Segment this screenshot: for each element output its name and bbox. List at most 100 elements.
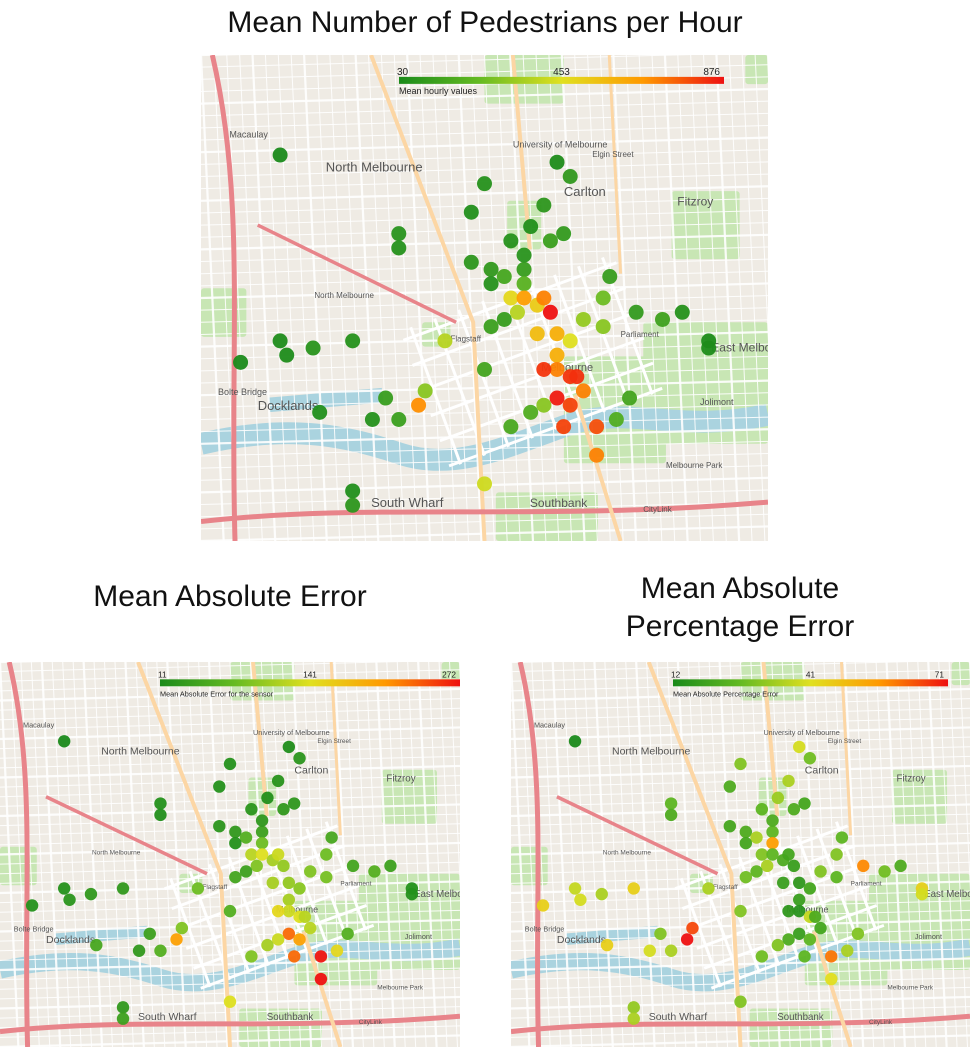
mape-sensor-dot[interactable] bbox=[595, 887, 608, 901]
pedestrian-sensor-dot[interactable] bbox=[463, 254, 479, 270]
mae-sensor-dot[interactable] bbox=[304, 865, 317, 878]
pedestrian-sensor-dot[interactable] bbox=[595, 290, 611, 306]
mape-sensor-dot[interactable] bbox=[787, 859, 801, 873]
mae-sensor-dot[interactable] bbox=[223, 757, 237, 771]
mape-sensor-dot[interactable] bbox=[664, 944, 678, 957]
mape-sensor-dot[interactable] bbox=[755, 848, 769, 861]
mape-sensor-dot[interactable] bbox=[755, 950, 769, 963]
pedestrian-sensor-dot[interactable] bbox=[516, 290, 532, 306]
mae-sensor-dot[interactable] bbox=[255, 814, 269, 827]
mape-sensor-dot[interactable] bbox=[654, 927, 667, 940]
mae-sensor-dot[interactable] bbox=[271, 904, 285, 918]
mae-sensor-dot[interactable] bbox=[239, 831, 253, 844]
mae-sensor-dot[interactable] bbox=[229, 870, 242, 884]
mape-sensor-dot[interactable] bbox=[851, 927, 865, 940]
pedestrian-sensor-dot[interactable] bbox=[523, 219, 539, 235]
pedestrian-sensor-dot[interactable] bbox=[549, 326, 565, 342]
mape-sensor-dot[interactable] bbox=[771, 791, 785, 805]
mape-sensor-dot[interactable] bbox=[627, 1012, 640, 1025]
mape-sensor-dot[interactable] bbox=[734, 995, 747, 1008]
mae-sensor-dot[interactable] bbox=[314, 972, 328, 986]
mape-sensor-dot[interactable] bbox=[686, 921, 699, 935]
pedestrian-sensor-dot[interactable] bbox=[272, 333, 288, 349]
pedestrian-sensor-dot[interactable] bbox=[542, 233, 558, 249]
pedestrian-sensor-dot[interactable] bbox=[516, 276, 532, 292]
pedestrian-sensor-dot[interactable] bbox=[496, 269, 512, 285]
mae-sensor-dot[interactable] bbox=[57, 735, 71, 748]
mae-sensor-dot[interactable] bbox=[170, 933, 183, 946]
pedestrian-sensor-dot[interactable] bbox=[536, 290, 552, 306]
pedestrian-sensor-dot[interactable] bbox=[279, 347, 295, 363]
pedestrian-sensor-dot[interactable] bbox=[628, 304, 644, 320]
mape-sensor-dot[interactable] bbox=[830, 870, 843, 884]
mape-sensor-dot[interactable] bbox=[825, 972, 838, 986]
pedestrian-sensor-dot[interactable] bbox=[483, 319, 499, 335]
mae-sensor-dot[interactable] bbox=[293, 933, 306, 946]
mae-sensor-dot[interactable] bbox=[57, 882, 71, 895]
mape-sensor-dot[interactable] bbox=[915, 887, 929, 901]
pedestrian-sensor-dot[interactable] bbox=[272, 147, 288, 163]
mape-sensor-dot[interactable] bbox=[739, 825, 753, 839]
mape-sensor-dot[interactable] bbox=[835, 831, 849, 844]
mape-sensor-dot[interactable] bbox=[627, 1001, 640, 1014]
pedestrian-sensor-dot[interactable] bbox=[483, 261, 499, 277]
pedestrian-sensor-dot[interactable] bbox=[602, 269, 618, 285]
pedestrian-sensor-dot[interactable] bbox=[503, 290, 519, 306]
mae-sensor-dot[interactable] bbox=[116, 882, 130, 895]
mae-sensor-dot[interactable] bbox=[229, 836, 242, 850]
mae-sensor-dot[interactable] bbox=[405, 887, 419, 901]
mae-sensor-dot[interactable] bbox=[213, 780, 226, 793]
mape-sensor-dot[interactable] bbox=[782, 933, 795, 946]
mae-sensor-dot[interactable] bbox=[255, 825, 269, 839]
pedestrian-sensor-dot[interactable] bbox=[536, 397, 552, 413]
mae-sensor-dot[interactable] bbox=[25, 899, 39, 912]
pedestrian-sensor-dot[interactable] bbox=[483, 276, 499, 292]
mape-sensor-dot[interactable] bbox=[568, 882, 582, 895]
pedestrian-sensor-dot[interactable] bbox=[477, 176, 492, 192]
pedestrian-sensor-dot[interactable] bbox=[589, 447, 605, 463]
mae-sensor-dot[interactable] bbox=[261, 791, 274, 805]
pedestrian-sensor-dot[interactable] bbox=[345, 333, 361, 349]
mae-sensor-dot[interactable] bbox=[314, 950, 328, 963]
mape-sensor-dot[interactable] bbox=[793, 927, 806, 940]
mape-sensor-dot[interactable] bbox=[803, 933, 817, 946]
mape-sensor-dot[interactable] bbox=[793, 904, 806, 918]
mae-sensor-dot[interactable] bbox=[175, 921, 189, 935]
mae-map[interactable]: North Melbourne Carlton Fitzroy Docklands So… bbox=[0, 662, 460, 1047]
mae-sensor-dot[interactable] bbox=[229, 825, 242, 839]
mae-sensor-dot[interactable] bbox=[271, 774, 285, 788]
mae-sensor-dot[interactable] bbox=[277, 859, 290, 873]
pedestrian-sensor-dot[interactable] bbox=[542, 304, 558, 320]
mae-sensor-dot[interactable] bbox=[245, 803, 258, 816]
pedestrian-sensor-dot[interactable] bbox=[562, 397, 578, 413]
pedestrian-sensor-dot[interactable] bbox=[549, 347, 565, 363]
mape-sensor-dot[interactable] bbox=[702, 882, 715, 895]
mae-sensor-dot[interactable] bbox=[320, 870, 333, 884]
mae-sensor-dot[interactable] bbox=[261, 938, 274, 952]
pedestrian-sensor-dot[interactable] bbox=[503, 233, 519, 249]
pedestrian-sensor-dot[interactable] bbox=[417, 383, 433, 399]
pedestrian-sensor-dot[interactable] bbox=[536, 361, 552, 377]
mae-sensor-dot[interactable] bbox=[255, 836, 269, 850]
mae-sensor-dot[interactable] bbox=[298, 910, 312, 923]
mape-sensor-dot[interactable] bbox=[894, 859, 907, 873]
mape-sensor-dot[interactable] bbox=[798, 950, 811, 963]
mape-sensor-dot[interactable] bbox=[739, 870, 753, 884]
mae-sensor-dot[interactable] bbox=[368, 865, 381, 878]
mape-sensor-dot[interactable] bbox=[841, 944, 854, 957]
pedestrian-sensor-dot[interactable] bbox=[509, 304, 525, 320]
pedestrian-sensor-dot[interactable] bbox=[622, 390, 638, 406]
mae-sensor-dot[interactable] bbox=[282, 740, 296, 754]
pedestrian-sensor-dot[interactable] bbox=[391, 226, 407, 242]
mape-sensor-dot[interactable] bbox=[782, 904, 795, 918]
mape-sensor-dot[interactable] bbox=[782, 774, 795, 788]
mae-sensor-dot[interactable] bbox=[384, 859, 397, 873]
pedestrian-sensor-dot[interactable] bbox=[378, 390, 394, 406]
mape-sensor-dot[interactable] bbox=[680, 933, 694, 946]
mape-sensor-dot[interactable] bbox=[803, 752, 817, 765]
mae-sensor-dot[interactable] bbox=[223, 995, 237, 1008]
mae-sensor-dot[interactable] bbox=[282, 893, 296, 906]
mae-sensor-dot[interactable] bbox=[213, 819, 226, 833]
mae-sensor-dot[interactable] bbox=[266, 876, 279, 890]
mape-sensor-dot[interactable] bbox=[809, 910, 822, 923]
